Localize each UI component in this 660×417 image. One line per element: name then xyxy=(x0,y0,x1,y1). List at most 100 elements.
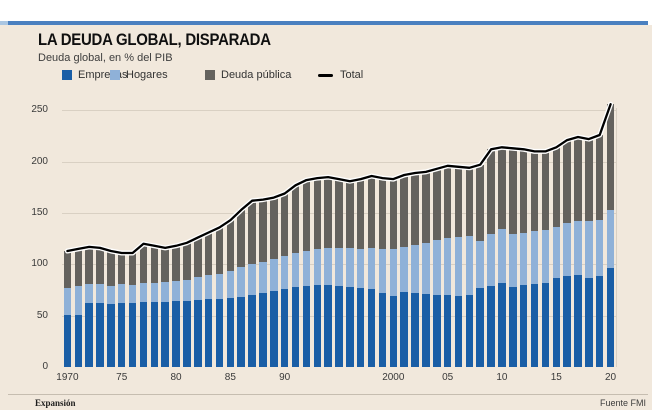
bar-1971-hogares xyxy=(74,285,83,315)
bar-1987-deuda-p-blica xyxy=(248,200,256,265)
bar-1974-empresas xyxy=(107,304,115,367)
legend-item-total: Total xyxy=(318,69,363,81)
bar-1993-empresas xyxy=(313,284,322,367)
bar-2014-deuda-p-blica xyxy=(541,151,550,231)
bar-1984-empresas xyxy=(215,299,224,367)
legend-label: Total xyxy=(340,69,364,81)
bar-2011-deuda-p-blica xyxy=(509,148,517,234)
bar-1978-deuda-p-blica xyxy=(150,245,159,283)
bar-1974-deuda-p-blica xyxy=(107,250,115,286)
bar-1999-hogares xyxy=(378,248,387,294)
y-tick-label-250: 250 xyxy=(31,104,48,116)
gridline-250 xyxy=(62,110,616,112)
bar-2016-deuda-p-blica xyxy=(563,140,571,224)
bar-2012-deuda-p-blica xyxy=(519,149,528,233)
bar-2002-empresas xyxy=(411,293,419,367)
total-line xyxy=(66,103,612,255)
bar-2020-empresas xyxy=(606,268,615,367)
bar-1990-hogares xyxy=(280,256,289,289)
bar-1990-deuda-p-blica xyxy=(280,193,289,257)
bar-1971-deuda-p-blica xyxy=(74,248,83,286)
bar-2012-empresas xyxy=(519,284,528,367)
deuda-p-blica-swatch-icon xyxy=(205,70,215,80)
bar-1994-hogares xyxy=(324,247,332,285)
bar-2016-empresas xyxy=(563,275,571,367)
bar-2008-hogares xyxy=(476,240,484,288)
bar-1987-empresas xyxy=(248,295,256,367)
bar-2001-deuda-p-blica xyxy=(400,175,408,247)
bar-2002-hogares xyxy=(411,244,419,294)
bar-1975-hogares xyxy=(117,283,126,304)
bar-1975-deuda-p-blica xyxy=(117,253,126,284)
y-tick-label-100: 100 xyxy=(31,258,48,270)
bar-1973-empresas xyxy=(96,303,104,367)
bar-1986-hogares xyxy=(237,267,245,298)
bar-1997-deuda-p-blica xyxy=(356,179,365,249)
bar-2004-deuda-p-blica xyxy=(433,168,441,240)
bar-2001-empresas xyxy=(400,292,408,367)
bar-1983-deuda-p-blica xyxy=(204,232,213,275)
bar-2005-hogares xyxy=(443,237,452,296)
y-tick-label-200: 200 xyxy=(31,155,48,167)
bar-1994-deuda-p-blica xyxy=(324,177,332,248)
bar-1985-deuda-p-blica xyxy=(226,220,235,271)
bar-1995-hogares xyxy=(335,247,343,286)
bar-1995-deuda-p-blica xyxy=(335,179,343,248)
bar-1980-deuda-p-blica xyxy=(172,245,180,281)
bar-1977-empresas xyxy=(139,302,148,367)
bar-1978-hogares xyxy=(150,282,159,303)
bar-2018-hogares xyxy=(585,221,593,278)
bar-2012-hogares xyxy=(519,232,528,285)
bar-2000-deuda-p-blica xyxy=(389,179,398,249)
legend-label: Deuda pública xyxy=(221,69,292,81)
bar-1971-empresas xyxy=(74,314,83,367)
bar-1998-empresas xyxy=(367,288,376,367)
bar-1991-empresas xyxy=(291,286,300,367)
bar-2017-empresas xyxy=(574,274,582,367)
bar-2007-empresas xyxy=(465,295,474,367)
plot-right-gridline xyxy=(616,108,617,367)
bar-1980-hogares xyxy=(172,280,180,302)
x-tick-label-1980: 80 xyxy=(170,372,182,383)
bar-1991-hogares xyxy=(291,253,300,287)
y-tick-label-150: 150 xyxy=(31,206,48,218)
bar-1996-deuda-p-blica xyxy=(346,181,354,248)
bar-2003-deuda-p-blica xyxy=(422,171,430,243)
bar-1982-empresas xyxy=(194,300,202,367)
bar-1989-empresas xyxy=(270,291,278,367)
bar-1981-empresas xyxy=(183,301,191,367)
bar-1985-hogares xyxy=(226,270,235,299)
bar-1993-hogares xyxy=(313,248,322,285)
legend-item-hogares: Hogares xyxy=(110,69,168,81)
bar-1994-empresas xyxy=(324,284,332,367)
bar-1983-empresas xyxy=(204,299,213,367)
bar-1972-deuda-p-blica xyxy=(85,246,93,284)
bar-1981-deuda-p-blica xyxy=(183,242,191,280)
bar-2000-hogares xyxy=(389,248,398,297)
bar-1998-hogares xyxy=(367,247,376,289)
bar-1970-deuda-p-blica xyxy=(63,251,72,288)
bar-1973-hogares xyxy=(96,283,104,304)
bar-2016-hogares xyxy=(563,223,571,276)
x-tick-label-2020: 20 xyxy=(605,372,617,383)
bar-1977-hogares xyxy=(139,282,148,303)
y-tick-label-0: 0 xyxy=(42,361,48,372)
bar-1997-empresas xyxy=(356,287,365,367)
gridline-200 xyxy=(62,161,616,163)
bar-2008-deuda-p-blica xyxy=(476,164,484,241)
bar-1992-hogares xyxy=(302,250,311,286)
bar-2003-hogares xyxy=(422,242,430,295)
bar-1979-empresas xyxy=(161,302,169,367)
bar-1986-deuda-p-blica xyxy=(237,209,245,268)
bar-1988-hogares xyxy=(259,262,267,294)
bar-1991-deuda-p-blica xyxy=(291,185,300,254)
bar-1998-deuda-p-blica xyxy=(367,176,376,248)
bar-2009-empresas xyxy=(487,285,495,367)
x-tick-label-2010: 10 xyxy=(496,372,508,383)
bar-2004-empresas xyxy=(433,295,441,367)
bar-1992-empresas xyxy=(302,285,311,367)
x-tick-label-2000: 2000 xyxy=(382,372,405,383)
bar-2007-deuda-p-blica xyxy=(465,167,474,236)
bar-1988-deuda-p-blica xyxy=(259,199,267,263)
bar-1986-empresas xyxy=(237,297,245,367)
